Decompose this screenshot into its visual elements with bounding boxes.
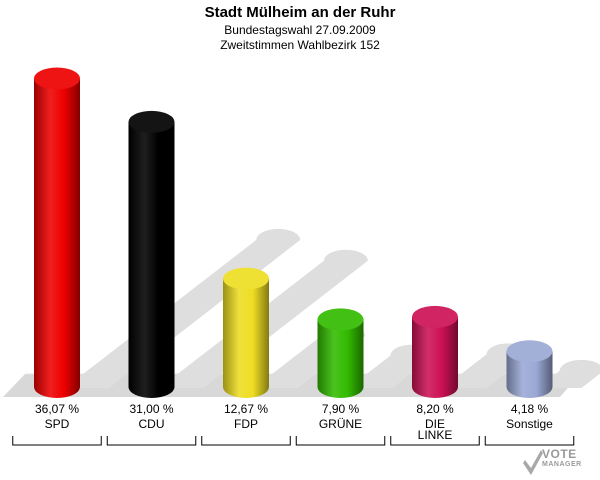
category-label-die-linke-2: LINKE bbox=[418, 428, 453, 442]
bar-die-linke bbox=[412, 316, 458, 398]
bar-top-sonstige bbox=[506, 340, 553, 363]
bar-shadow-sonstige bbox=[537, 359, 600, 388]
bar-top-die-linke bbox=[412, 305, 458, 328]
bar-top-fdp bbox=[223, 267, 269, 290]
logo-text-manager: MANAGER bbox=[542, 461, 582, 468]
bar-cdu bbox=[128, 121, 175, 399]
category-label-fdp: FDP bbox=[234, 417, 258, 431]
value-label-sonstige: 4,18 % bbox=[511, 402, 549, 416]
check-mark-icon bbox=[523, 450, 543, 475]
bar-spd bbox=[34, 78, 80, 398]
category-label-sonstige: Sonstige bbox=[506, 417, 553, 431]
value-label-die-linke: 8,20 % bbox=[416, 402, 454, 416]
category-bracket-sonstige bbox=[484, 436, 575, 446]
category-label-cdu: CDU bbox=[139, 417, 165, 431]
category-label-die-linke-1: DIE bbox=[425, 417, 445, 431]
category-bracket-spd bbox=[12, 436, 102, 446]
category-bracket-gr-ne bbox=[295, 436, 386, 446]
logo-text-vote: VOTE bbox=[542, 447, 577, 461]
chart-subtitle: Bundestagswahl 27.09.2009 bbox=[224, 23, 376, 37]
value-label-cdu: 31,00 % bbox=[129, 402, 173, 416]
chart-subtitle-2: Zweitstimmen Wahlbezirk 152 bbox=[220, 38, 380, 52]
bar-top-gr-ne bbox=[317, 308, 364, 331]
bar-top-cdu bbox=[128, 110, 175, 133]
category-bracket-fdp bbox=[201, 436, 291, 446]
value-label-fdp: 12,67 % bbox=[224, 402, 268, 416]
category-label-gr-ne: GRÜNE bbox=[319, 417, 362, 431]
bar-fdp bbox=[223, 278, 269, 398]
vote-manager-logo: VOTE MANAGER bbox=[522, 444, 600, 478]
value-label-spd: 36,07 % bbox=[35, 402, 79, 416]
category-bracket-cdu bbox=[106, 436, 197, 446]
bar-top-spd bbox=[34, 67, 80, 90]
chart-title: Stadt Mülheim an der Ruhr bbox=[204, 4, 396, 21]
value-label-gr-ne: 7,90 % bbox=[322, 402, 360, 416]
category-label-spd: SPD bbox=[45, 417, 70, 431]
category-bracket-die-linke bbox=[390, 436, 480, 446]
bar-sonstige bbox=[506, 351, 553, 399]
bar-gr-ne bbox=[317, 319, 364, 399]
